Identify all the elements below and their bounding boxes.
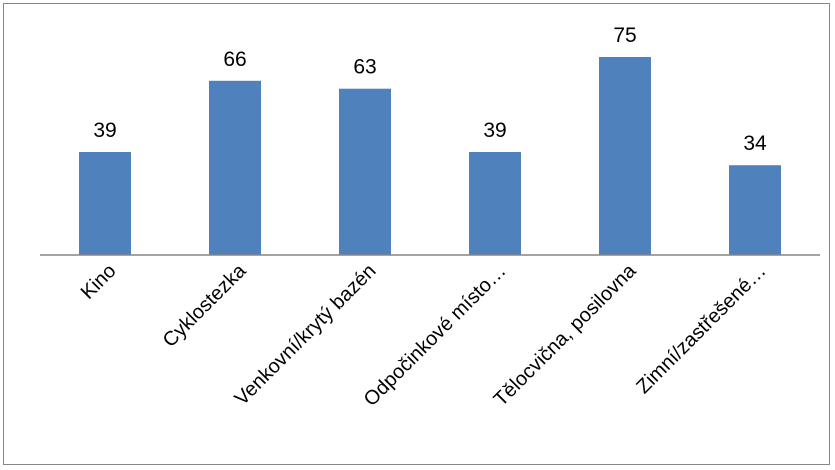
bar-1 [209,80,261,255]
data-label-1: 66 [223,48,246,71]
bar-5 [729,165,781,255]
data-label-0: 39 [93,119,116,142]
bars-group [79,57,781,255]
category-label-1: Cyklostezka [159,259,251,351]
bar-0 [79,152,131,255]
data-label-3: 39 [483,119,506,142]
category-label-3: Odpočinkové místo… [360,260,511,411]
category-label-2: Venkovní/krytý bazén [231,260,381,410]
data-labels-group: 39 66 63 39 75 34 [93,24,767,155]
bar-3 [469,152,521,255]
data-label-5: 34 [743,132,767,155]
category-label-5: Zimní/zastřešené… [632,260,770,398]
data-label-2: 63 [353,56,376,79]
bar-4 [599,57,651,255]
bar-2 [339,88,391,255]
chart-frame [3,3,830,465]
data-label-4: 75 [613,24,636,47]
category-label-0: Kino [77,260,121,304]
category-label-4: Tělocvična, posilovna [490,259,641,410]
